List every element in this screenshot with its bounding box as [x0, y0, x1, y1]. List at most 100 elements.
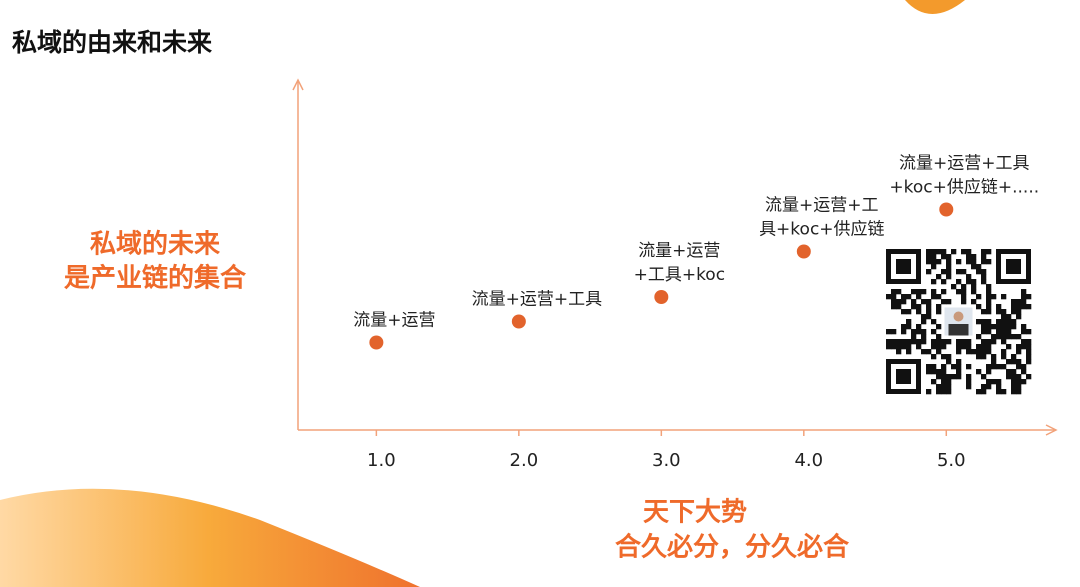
- qr-cell: [1011, 299, 1017, 305]
- qr-cell: [931, 254, 937, 260]
- qr-cell: [921, 329, 927, 335]
- point: [511, 314, 526, 329]
- qr-cell: [981, 319, 987, 325]
- qr-finder: [896, 369, 911, 384]
- qr-cell: [1001, 294, 1007, 300]
- qr-cell: [971, 299, 977, 305]
- qr-cell: [941, 249, 947, 255]
- qr-cell: [976, 354, 982, 360]
- point-label: 流量+运营+工具: [472, 290, 603, 310]
- qr-cell: [946, 254, 952, 260]
- side-text: 私域的未来: [90, 229, 221, 260]
- qr-cell: [906, 324, 912, 330]
- qr-cell: [1021, 324, 1027, 330]
- qr-cell: [1016, 364, 1022, 370]
- qr-cell: [941, 269, 947, 275]
- qr-cell: [971, 284, 977, 290]
- qr-cell: [956, 349, 962, 355]
- qr-cell: [901, 329, 907, 335]
- qr-cell: [891, 299, 897, 305]
- qr-cell: [1026, 344, 1032, 350]
- qr-cell: [1016, 374, 1022, 380]
- qr-cell: [926, 314, 932, 320]
- qr-cell: [966, 364, 972, 370]
- qr-cell: [961, 284, 967, 290]
- qr-cell: [981, 339, 987, 345]
- qr-cell: [936, 349, 942, 355]
- qr-cell: [931, 249, 937, 255]
- qr-cell: [981, 389, 987, 395]
- qr-cell: [946, 384, 952, 390]
- qr-cell: [996, 329, 1002, 335]
- qr-cell: [946, 354, 952, 360]
- qr-cell: [916, 304, 922, 310]
- point-label: 流量+运营: [638, 241, 720, 261]
- qr-cell: [916, 309, 922, 315]
- qr-cell: [1026, 354, 1032, 360]
- qr-cell: [931, 339, 937, 345]
- point: [654, 290, 669, 304]
- qr-cell: [941, 354, 947, 360]
- qr-cell: [991, 354, 997, 360]
- qr-cell: [936, 339, 942, 345]
- qr-cell: [951, 284, 957, 290]
- qr-cell: [886, 339, 892, 345]
- qr-cell: [981, 374, 987, 380]
- qr-cell: [901, 294, 907, 300]
- qr-cell: [996, 324, 1002, 330]
- qr-cell: [1006, 334, 1012, 340]
- qr-cell: [916, 339, 922, 345]
- qr-cell: [956, 269, 962, 275]
- qr-cell: [1026, 359, 1032, 365]
- qr-cell: [981, 269, 987, 275]
- decor-bottom: [0, 488, 420, 587]
- qr-cell: [976, 304, 982, 310]
- qr-cell: [941, 279, 947, 285]
- qr-cell: [1026, 294, 1032, 300]
- qr-cell: [991, 294, 997, 300]
- qr-cell: [926, 364, 932, 370]
- qr-cell: [886, 344, 892, 350]
- qr-cell: [886, 294, 892, 300]
- qr-cell: [1021, 329, 1027, 335]
- qr-cell: [1001, 349, 1007, 355]
- qr-cell: [1021, 369, 1027, 375]
- qr-cell: [1011, 354, 1017, 360]
- qr-cell: [981, 309, 987, 315]
- qr-cell: [936, 369, 942, 375]
- qr-cell: [1016, 379, 1022, 385]
- qr-cell: [1016, 389, 1022, 395]
- qr-cell: [956, 289, 962, 295]
- qr-cell: [1006, 369, 1012, 375]
- qr-cell: [891, 329, 897, 335]
- qr-cell: [946, 359, 952, 365]
- qr-cell: [961, 289, 967, 295]
- qr-cell: [961, 294, 967, 300]
- qr-cell: [976, 334, 982, 340]
- qr-cell: [976, 319, 982, 325]
- qr-cell: [1001, 324, 1007, 330]
- qr-cell: [966, 349, 972, 355]
- qr-cell: [946, 264, 952, 270]
- qr-cell: [1006, 319, 1012, 325]
- qr-cell: [956, 259, 962, 265]
- point-label: 流量+运营: [353, 311, 435, 331]
- qr-cell: [916, 324, 922, 330]
- qr-cell: [946, 269, 952, 275]
- qr-cell: [996, 304, 1002, 310]
- qr-cell: [981, 384, 987, 390]
- qr-cell: [971, 349, 977, 355]
- qr-cell: [916, 344, 922, 350]
- qr-cell: [991, 339, 997, 345]
- qr-cell: [896, 339, 902, 345]
- qr-cell: [1011, 384, 1017, 390]
- bottom-text: 天下大势: [643, 498, 747, 528]
- point-label: 流量+运营+工具: [899, 154, 1030, 174]
- qr-cell: [931, 369, 937, 375]
- qr-cell: [1016, 314, 1022, 320]
- qr-cell: [956, 364, 962, 370]
- qr-cell: [976, 349, 982, 355]
- qr-cell: [986, 259, 992, 265]
- qr-cell: [931, 259, 937, 265]
- qr-cell: [1026, 329, 1032, 335]
